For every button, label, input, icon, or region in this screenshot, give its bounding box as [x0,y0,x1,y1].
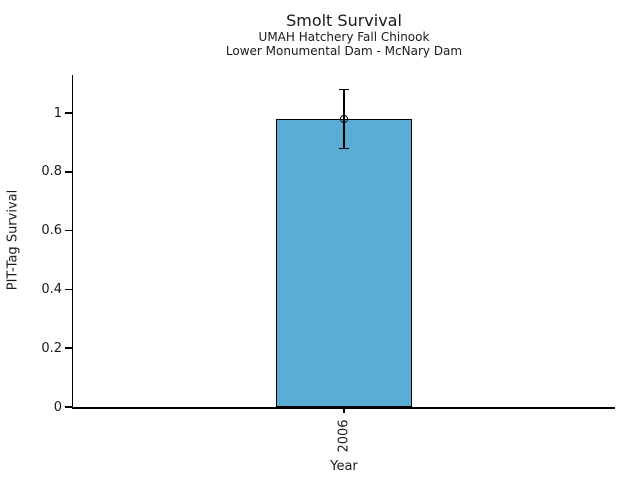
y-tick-label: 0.8 [41,164,62,180]
y-tick [65,406,72,408]
y-tick-label: 0.4 [41,281,62,297]
y-tick-label: 0.2 [41,340,62,356]
data-point-marker [340,115,348,123]
y-tick-label: 0.6 [41,223,62,239]
x-tick-label: 2006 [336,419,352,453]
y-tick-label: 0 [53,399,62,415]
y-tick [65,288,72,291]
y-tick [65,112,72,114]
error-bar-cap-bottom [339,147,349,150]
y-tick-label: 1 [53,105,62,121]
chart-subtitle-line1: UMAH Hatchery Fall Chinook [258,30,430,44]
survival-bar [276,119,412,407]
chart-subtitle-line2: Lower Monumental Dam - McNary Dam [225,44,463,58]
x-tick [343,407,345,413]
x-axis-label: Year [330,459,358,474]
y-tick [65,229,72,232]
y-tick [65,347,72,349]
y-axis-spine [71,75,73,407]
error-bar-cap-top [339,88,349,91]
chart-title: Smolt Survival [286,11,402,30]
y-tick [65,171,72,173]
